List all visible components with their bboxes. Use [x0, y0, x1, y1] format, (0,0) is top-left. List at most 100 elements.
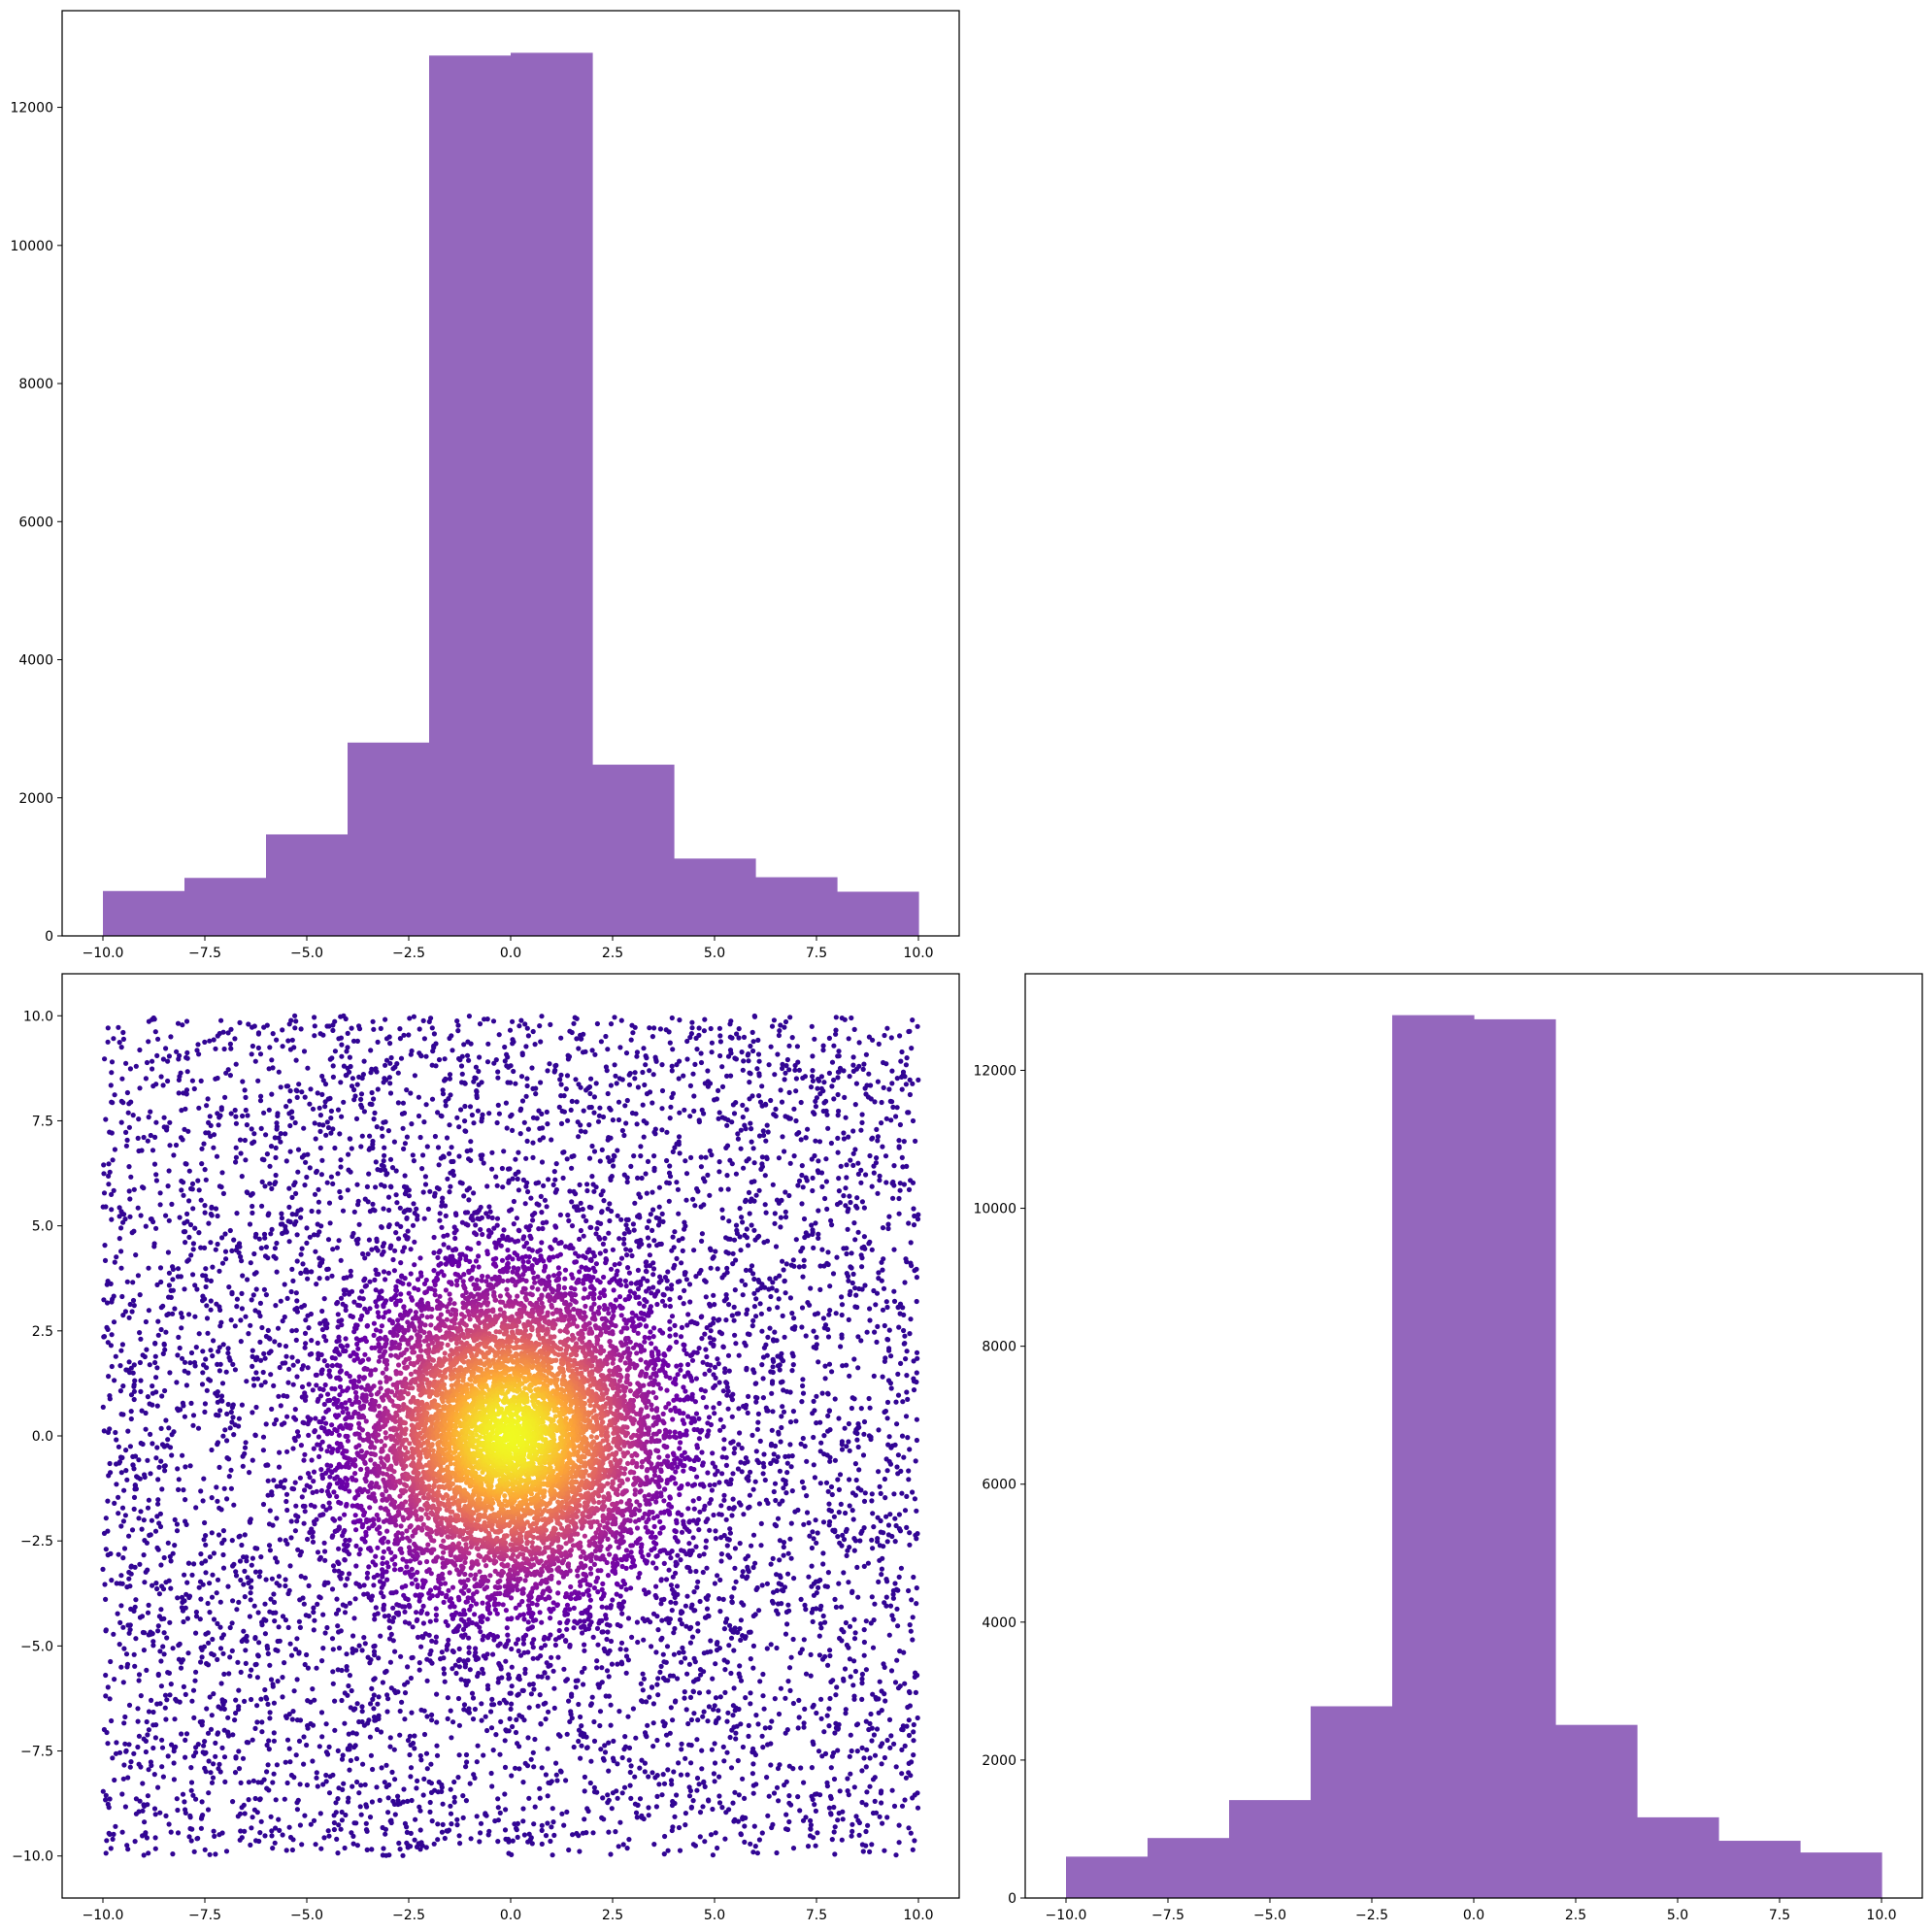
scatter-point [271, 1591, 277, 1597]
scatter-point [159, 1745, 166, 1750]
scatter-point [679, 1260, 684, 1266]
scatter-point [143, 1738, 149, 1744]
scatter-point [344, 1651, 350, 1657]
scatter-point [746, 1722, 751, 1728]
scatter-point [796, 1697, 802, 1703]
scatter-point [574, 1016, 580, 1021]
scatter-point [341, 1099, 347, 1105]
scatter-point [879, 1761, 884, 1767]
scatter-point [484, 1183, 490, 1189]
scatter-point [250, 1815, 255, 1820]
scatter-point [294, 1298, 300, 1304]
scatter-point [238, 1150, 244, 1156]
scatter-point [888, 1668, 895, 1674]
scatter-point [866, 1071, 872, 1077]
scatter-point [359, 1075, 365, 1082]
scatter-point [696, 1782, 702, 1787]
scatter-point [670, 1090, 677, 1096]
scatter-point [796, 1178, 803, 1183]
scatter-point [741, 1034, 748, 1040]
scatter-point [825, 1413, 831, 1418]
scatter-point [126, 1164, 132, 1170]
scatter-point [253, 1270, 259, 1276]
scatter-point [703, 1294, 709, 1300]
scatter-point [263, 1244, 269, 1250]
scatter-point [152, 1735, 158, 1741]
scatter-point [723, 1145, 729, 1150]
scatter-point [269, 1091, 275, 1097]
scatter-point [176, 1477, 182, 1482]
scatter-point [786, 1665, 793, 1671]
scatter-point [747, 1211, 752, 1216]
scatter-point [743, 1282, 749, 1287]
scatter-point [743, 1267, 749, 1273]
scatter-point [884, 1539, 890, 1545]
scatter-point [502, 1791, 508, 1797]
scatter-point [463, 1798, 469, 1804]
scatter-point [175, 1266, 182, 1272]
scatter-point [151, 1016, 157, 1022]
scatter-point [206, 1220, 212, 1226]
scatter-point [266, 1747, 272, 1752]
scatter-point [446, 1827, 452, 1833]
scatter-point [182, 1359, 188, 1365]
scatter-point [659, 1106, 665, 1112]
scatter-point [682, 1107, 687, 1113]
scatter-point [263, 1292, 269, 1298]
scatter-point [645, 1235, 651, 1241]
scatter-point [158, 1458, 164, 1464]
scatter-point [583, 1129, 588, 1135]
scatter-point [531, 1764, 537, 1770]
scatter-point [679, 1659, 684, 1665]
scatter-point [286, 1712, 292, 1717]
scatter-point [718, 1558, 724, 1564]
scatter-point [467, 1781, 473, 1786]
scatter-point [277, 1342, 283, 1348]
scatter-point [328, 1174, 334, 1180]
scatter-point [669, 1068, 675, 1074]
scatter-point [831, 1749, 837, 1756]
scatter-point [271, 1730, 277, 1736]
scatter-point [153, 1581, 159, 1586]
scatter-point [175, 1595, 181, 1601]
scatter-point [401, 1146, 407, 1151]
scatter-point [615, 1213, 620, 1218]
scatter-point [895, 1305, 901, 1311]
scatter-point [192, 1314, 198, 1319]
scatter-point [254, 1703, 260, 1709]
scatter-point [188, 1838, 194, 1844]
scatter-point [121, 1487, 127, 1493]
scatter-point [826, 1501, 832, 1507]
scatter-point [155, 1784, 161, 1790]
scatter-point [292, 1647, 299, 1652]
scatter-point [189, 1698, 195, 1704]
scatter-point [801, 1521, 807, 1527]
scatter-point [283, 1759, 288, 1765]
scatter-point [400, 1852, 406, 1858]
scatter-point [234, 1211, 240, 1216]
scatter-point [803, 1333, 809, 1339]
scatter-point [339, 1697, 345, 1704]
scatter-point [502, 1058, 508, 1064]
scatter-point [906, 1770, 912, 1776]
scatter-point [578, 1755, 583, 1761]
scatter-point [622, 1734, 628, 1740]
scatter-point [162, 1387, 168, 1394]
scatter-point [827, 1695, 833, 1702]
scatter-point [109, 1070, 115, 1076]
scatter-point [676, 1760, 682, 1766]
scatter-point [385, 1810, 391, 1815]
scatter-point [247, 1221, 253, 1227]
scatter-point [631, 1227, 637, 1233]
scatter-point [186, 1593, 193, 1599]
scatter-point [311, 1610, 316, 1616]
scatter-point [278, 1298, 283, 1304]
scatter-point [839, 1302, 846, 1308]
scatter-point [730, 1703, 737, 1709]
scatter-point [901, 1139, 907, 1145]
histogram-bar [592, 764, 675, 936]
scatter-point [744, 1311, 749, 1316]
scatter-point [801, 1216, 808, 1222]
scatter-point [408, 1090, 414, 1096]
scatter-point [784, 1621, 790, 1627]
